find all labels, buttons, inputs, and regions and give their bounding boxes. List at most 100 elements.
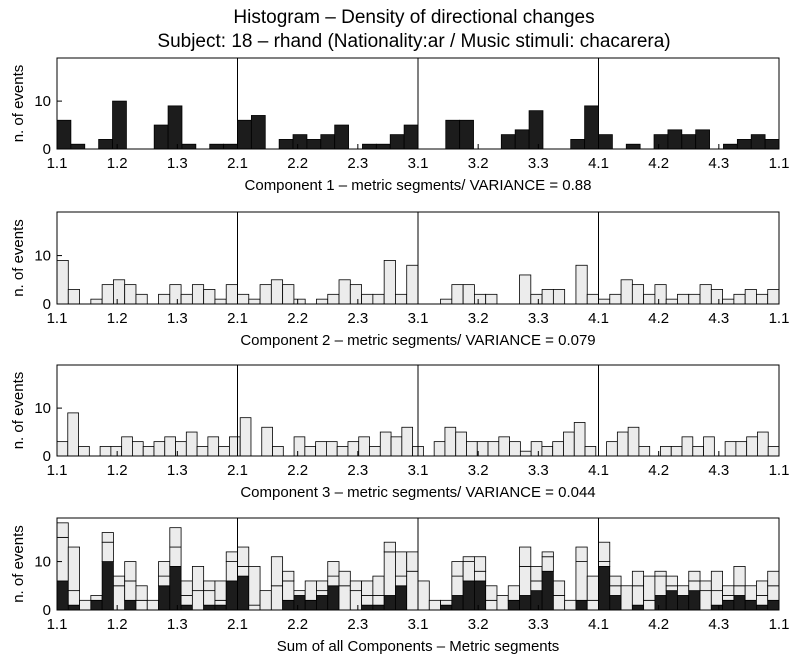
bar-segment <box>429 600 440 610</box>
bar-segment <box>711 591 722 606</box>
y-tick-label: 10 <box>34 400 51 417</box>
bar <box>553 289 564 304</box>
x-tick-label: 4.2 <box>648 310 669 327</box>
y-tick-label: 0 <box>43 448 51 465</box>
bar-segment <box>316 595 327 610</box>
bar-segment <box>452 576 463 595</box>
x-tick-label: 1.1 <box>769 310 790 327</box>
bar <box>434 442 445 456</box>
bar <box>477 442 488 456</box>
bar <box>238 120 252 149</box>
bar <box>238 294 249 304</box>
bar-segment <box>644 576 655 600</box>
bar <box>515 130 529 149</box>
bar-segment <box>170 547 181 566</box>
bar-segment <box>283 600 294 610</box>
bar <box>446 120 460 149</box>
x-tick-label: 3.1 <box>408 155 429 172</box>
bar-segment <box>215 605 226 610</box>
bar-segment <box>159 562 170 577</box>
bar <box>747 437 758 456</box>
bar <box>607 442 618 456</box>
bar <box>574 422 585 456</box>
bar-segment <box>531 591 542 610</box>
bar <box>693 446 704 456</box>
bar-segment <box>125 562 136 581</box>
bar <box>682 437 693 456</box>
bar-segment <box>587 600 598 610</box>
x-tick-label: 4.2 <box>648 616 669 633</box>
bar <box>456 432 467 456</box>
bar-segment <box>711 605 722 610</box>
chart-panel-2: 1.1 1.2 1.3 2.1 2.2 2.3 3.1 3.2 3.3 4.1 4.2 4.3 1.10… <box>10 212 789 349</box>
x-tick-label: 2.3 <box>347 462 368 479</box>
bar <box>208 437 219 456</box>
bar-segment <box>328 586 339 610</box>
bar <box>271 280 282 304</box>
bar <box>125 285 136 304</box>
bar-segment <box>520 566 531 595</box>
bar <box>251 115 265 149</box>
bar <box>186 432 197 456</box>
bar-segment <box>632 605 643 610</box>
x-tick-label: 4.3 <box>708 462 729 479</box>
bar-segment <box>384 595 395 610</box>
bar-segment <box>689 571 700 581</box>
x-tick-label: 2.2 <box>287 616 308 633</box>
bar-segment <box>362 595 373 605</box>
bar <box>362 294 373 304</box>
bar-segment <box>271 586 282 610</box>
bar <box>57 442 68 456</box>
bar <box>279 139 293 149</box>
bar-segment <box>441 600 452 605</box>
bar-segment <box>249 566 260 605</box>
bar <box>542 289 553 304</box>
x-tick-label: 2.1 <box>227 155 248 172</box>
bar-segment <box>159 586 170 610</box>
bar <box>585 106 599 149</box>
bar <box>460 120 474 149</box>
bar <box>644 294 655 304</box>
bar <box>390 135 404 149</box>
bar-segment <box>700 581 711 591</box>
bar-segment <box>283 581 294 600</box>
bar-segment <box>57 581 68 610</box>
bar-segment <box>666 586 677 591</box>
x-tick-label: 3.2 <box>468 462 489 479</box>
bar-segment <box>655 576 666 595</box>
bar <box>328 294 339 304</box>
bar-segment <box>339 586 350 610</box>
x-axis-label: Component 2 – metric segments/ VARIANCE … <box>240 332 595 349</box>
bar-segment <box>677 595 688 610</box>
bar-segment <box>384 552 395 596</box>
bar-segment <box>768 586 779 601</box>
y-axis-label: n. of events <box>10 65 27 143</box>
bar <box>404 125 418 149</box>
bar-segment <box>395 552 406 576</box>
x-tick-label: 4.2 <box>648 462 669 479</box>
bar-segment <box>452 595 463 610</box>
bar <box>215 299 226 304</box>
bar-segment <box>553 595 564 610</box>
bar-segment <box>226 581 237 610</box>
bar-segment <box>734 595 745 610</box>
bar <box>337 446 348 456</box>
bar <box>260 285 271 304</box>
bar <box>316 299 327 304</box>
bar-segment <box>531 566 542 581</box>
bar <box>373 294 384 304</box>
bar-segment <box>294 595 305 610</box>
bar <box>765 139 779 149</box>
bar <box>736 442 747 456</box>
bar-segment <box>294 591 305 596</box>
bar-segment <box>576 600 587 610</box>
x-tick-label: 2.3 <box>347 310 368 327</box>
bar <box>529 111 543 149</box>
bar-segment <box>68 547 79 591</box>
bar-segment <box>125 600 136 610</box>
bar <box>370 446 381 456</box>
bar <box>599 299 610 304</box>
bar <box>463 285 474 304</box>
bar-segment <box>147 600 158 610</box>
